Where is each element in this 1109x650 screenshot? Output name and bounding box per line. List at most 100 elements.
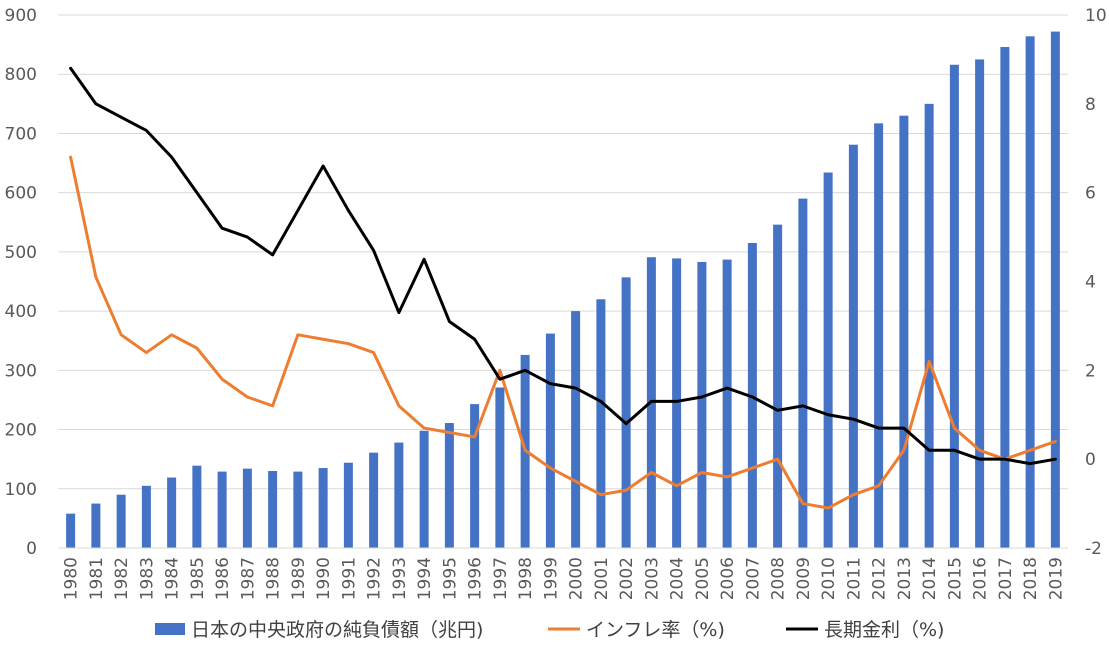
x-axis-tick-label: 2015 (945, 557, 965, 600)
bar-1982 (116, 494, 126, 548)
x-axis-tick-label: 1988 (264, 557, 284, 600)
left-axis-tick-label: 900 (5, 6, 37, 26)
legend-label: インフレ率（%) (586, 619, 725, 641)
x-axis-tick-label: 2014 (920, 557, 940, 600)
bar-1999 (545, 333, 555, 548)
bar-1997 (495, 387, 505, 548)
bar-2012 (874, 123, 884, 549)
bar-2004 (672, 258, 682, 548)
x-axis-tick-label: 1993 (390, 557, 410, 600)
x-axis-tick-label: 1991 (339, 557, 359, 600)
x-axis-tick-label: 2009 (794, 557, 814, 600)
left-axis-tick-label: 100 (5, 480, 37, 500)
x-axis-tick-label: 1995 (440, 557, 460, 600)
x-axis-tick-label: 1986 (213, 557, 233, 600)
bar-1987 (242, 468, 252, 548)
bar-2010 (823, 172, 833, 548)
bar-1991 (343, 462, 353, 548)
long-term-rate-line (69, 66, 1057, 466)
right-axis-tick-label: -2 (1085, 539, 1102, 559)
bar-1996 (470, 404, 480, 548)
bar-2014 (924, 103, 934, 548)
bar-2008 (773, 224, 783, 548)
legend-item: インフレ率（%) (548, 619, 725, 641)
x-axis-tick-label: 1981 (87, 557, 107, 600)
left-axis-tick-label: 700 (5, 124, 37, 144)
x-axis-tick-label: 2005 (693, 557, 713, 600)
x-axis-tick-label: 1999 (541, 557, 561, 600)
legend-swatch (155, 623, 185, 635)
bar-1994 (419, 430, 429, 548)
x-axis-tick-label: 1984 (163, 557, 183, 600)
left-axis-tick-label: 300 (5, 361, 37, 381)
x-axis-tick-label: 2002 (617, 557, 637, 600)
bar-1980 (66, 513, 76, 548)
left-axis-tick-label: 800 (5, 65, 37, 85)
right-axis-tick-label: 0 (1085, 450, 1096, 470)
bar-2017 (1000, 46, 1010, 548)
x-axis-tick-label: 2008 (769, 557, 789, 600)
right-axis-tick-label: 8 (1085, 95, 1096, 115)
legend-label: 長期金利（%) (824, 619, 944, 641)
bar-1993 (394, 442, 404, 548)
bar-2016 (975, 59, 985, 549)
x-axis-tick-label: 2003 (642, 557, 662, 600)
line-series (69, 66, 1057, 510)
bar-1983 (141, 485, 151, 548)
x-axis-tick-label: 2018 (1021, 557, 1041, 600)
legend: 日本の中央政府の純負債額（兆円) インフレ率（%) 長期金利（%) (155, 619, 944, 641)
x-axis-tick-label: 1982 (112, 557, 132, 600)
left-axis-tick-label: 0 (26, 539, 37, 559)
bar-series-net-debt (66, 31, 1060, 549)
x-axis-tick-label: 1998 (516, 557, 536, 600)
bar-2005 (697, 261, 707, 548)
x-axis-tick-label: 2012 (870, 557, 890, 600)
x-axis-tick-label: 2016 (971, 557, 991, 600)
x-axis-tick-label: 2004 (668, 557, 688, 600)
gridlines (58, 14, 1068, 490)
bar-1984 (167, 477, 177, 548)
bar-1986 (217, 471, 227, 548)
left-axis-tick-label: 200 (5, 421, 37, 441)
right-axis-tick-label: 2 (1085, 361, 1096, 381)
right-axis-tick-label: 10 (1085, 6, 1107, 26)
legend-item: 長期金利（%) (786, 619, 944, 641)
bar-2000 (571, 311, 581, 548)
x-axis-tick-label: 1996 (466, 557, 486, 600)
x-axis-tick-label: 2011 (844, 557, 864, 600)
x-axis-tick-label: 1990 (314, 557, 334, 600)
x-axis-tick-label: 1985 (188, 557, 208, 600)
x-axis-tick-label: 2010 (819, 557, 839, 600)
left-axis-tick-label: 600 (5, 184, 37, 204)
bar-1992 (369, 452, 379, 548)
x-axis-tick-label: 1994 (415, 557, 435, 600)
inflation-line (69, 155, 1057, 510)
right-axis-tick-label: 4 (1085, 273, 1096, 293)
bar-1995 (444, 423, 454, 548)
legend-label: 日本の中央政府の純負債額（兆円) (191, 619, 483, 641)
x-axis-tick-label: 1980 (62, 557, 82, 600)
left-axis-tick-label: 400 (5, 302, 37, 322)
bar-2009 (798, 198, 808, 549)
legend-item: 日本の中央政府の純負債額（兆円) (155, 619, 483, 641)
bar-1990 (318, 468, 328, 548)
x-axis-tick-label: 2006 (718, 557, 738, 600)
x-axis-tick-label: 2013 (895, 557, 915, 600)
bar-1981 (91, 503, 101, 548)
x-axis-tick-label: 1987 (238, 557, 258, 600)
x-axis-tick-label: 2001 (592, 557, 612, 600)
x-axis-tick-label: 2019 (1046, 557, 1066, 600)
axes: 0 100 200 300 400 500 600 700 800 900 -2 0 2 4 6 8 10 198… (5, 6, 1107, 600)
bar-1985 (192, 465, 202, 548)
right-axis-tick-label: 6 (1085, 184, 1096, 204)
bar-2002 (621, 277, 631, 548)
bar-2006 (722, 259, 732, 548)
x-axis-tick-label: 1997 (491, 557, 511, 600)
x-axis-tick-label: 1992 (365, 557, 385, 600)
x-axis-tick-label: 1983 (137, 557, 157, 600)
bar-2011 (848, 144, 858, 549)
bar-2019 (1050, 31, 1060, 549)
left-axis-tick-label: 500 (5, 243, 37, 263)
x-axis-tick-label: 2017 (996, 557, 1016, 600)
